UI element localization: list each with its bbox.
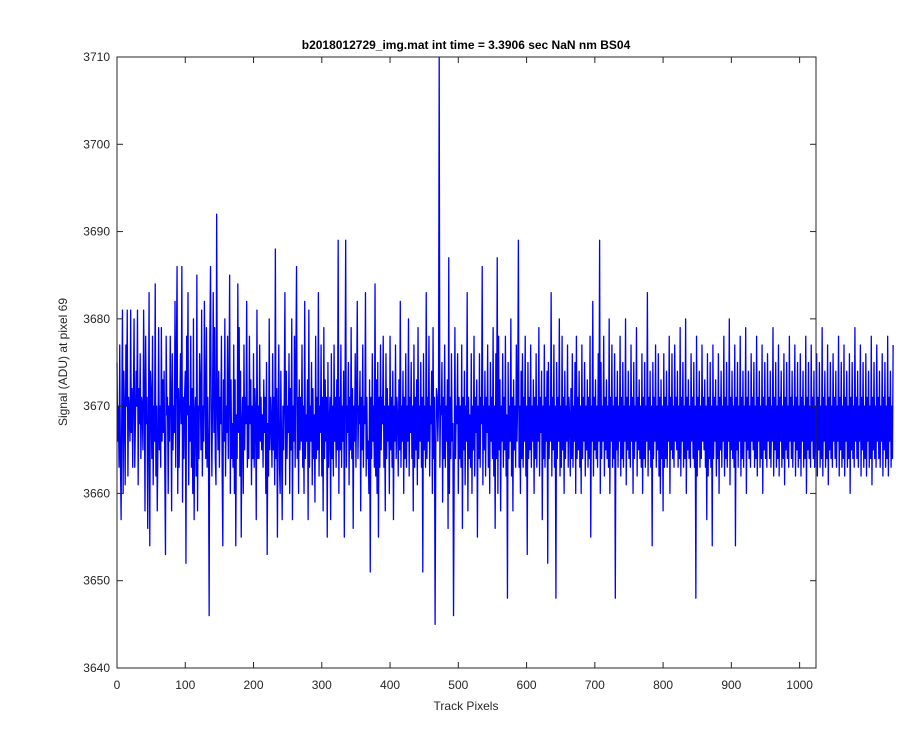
series-layer [116,56,894,626]
x-tick-label: 500 [448,678,468,692]
y-tick-label: 3660 [83,486,110,500]
x-tick-label: 200 [244,678,264,692]
x-tick-label: 800 [653,678,673,692]
x-tick-label: 900 [721,678,741,692]
y-tick-label: 3680 [83,312,110,326]
y-tick-label: 3700 [83,137,110,151]
x-tick-label: 600 [517,678,537,692]
y-tick-label: 3650 [83,574,110,588]
x-tick-label: 100 [175,678,195,692]
y-tick-label: 3710 [83,50,110,64]
x-tick-label: 700 [585,678,605,692]
x-axis-label: Track Pixels [434,699,499,713]
y-tick-label: 3670 [83,399,110,413]
y-tick-label: 3640 [83,661,110,675]
x-tick-label: 300 [312,678,332,692]
chart-title: b2018012729_img.mat int time = 3.3906 se… [302,38,631,52]
axes-box [116,56,817,669]
series-line-0 [116,56,894,626]
x-tick-label: 400 [380,678,400,692]
y-axis: 3640 3650 3660 3670 3680 3690 3700 3710 [83,50,816,675]
x-tick-label: 0 [114,678,121,692]
x-tick-label: 1000 [786,678,813,692]
y-tick-label: 3690 [83,225,110,239]
y-axis-label: Signal (ADU) at pixel 69 [56,298,70,426]
x-axis: 0 100 200 300 400 500 600 700 800 900 1000 [114,57,813,692]
